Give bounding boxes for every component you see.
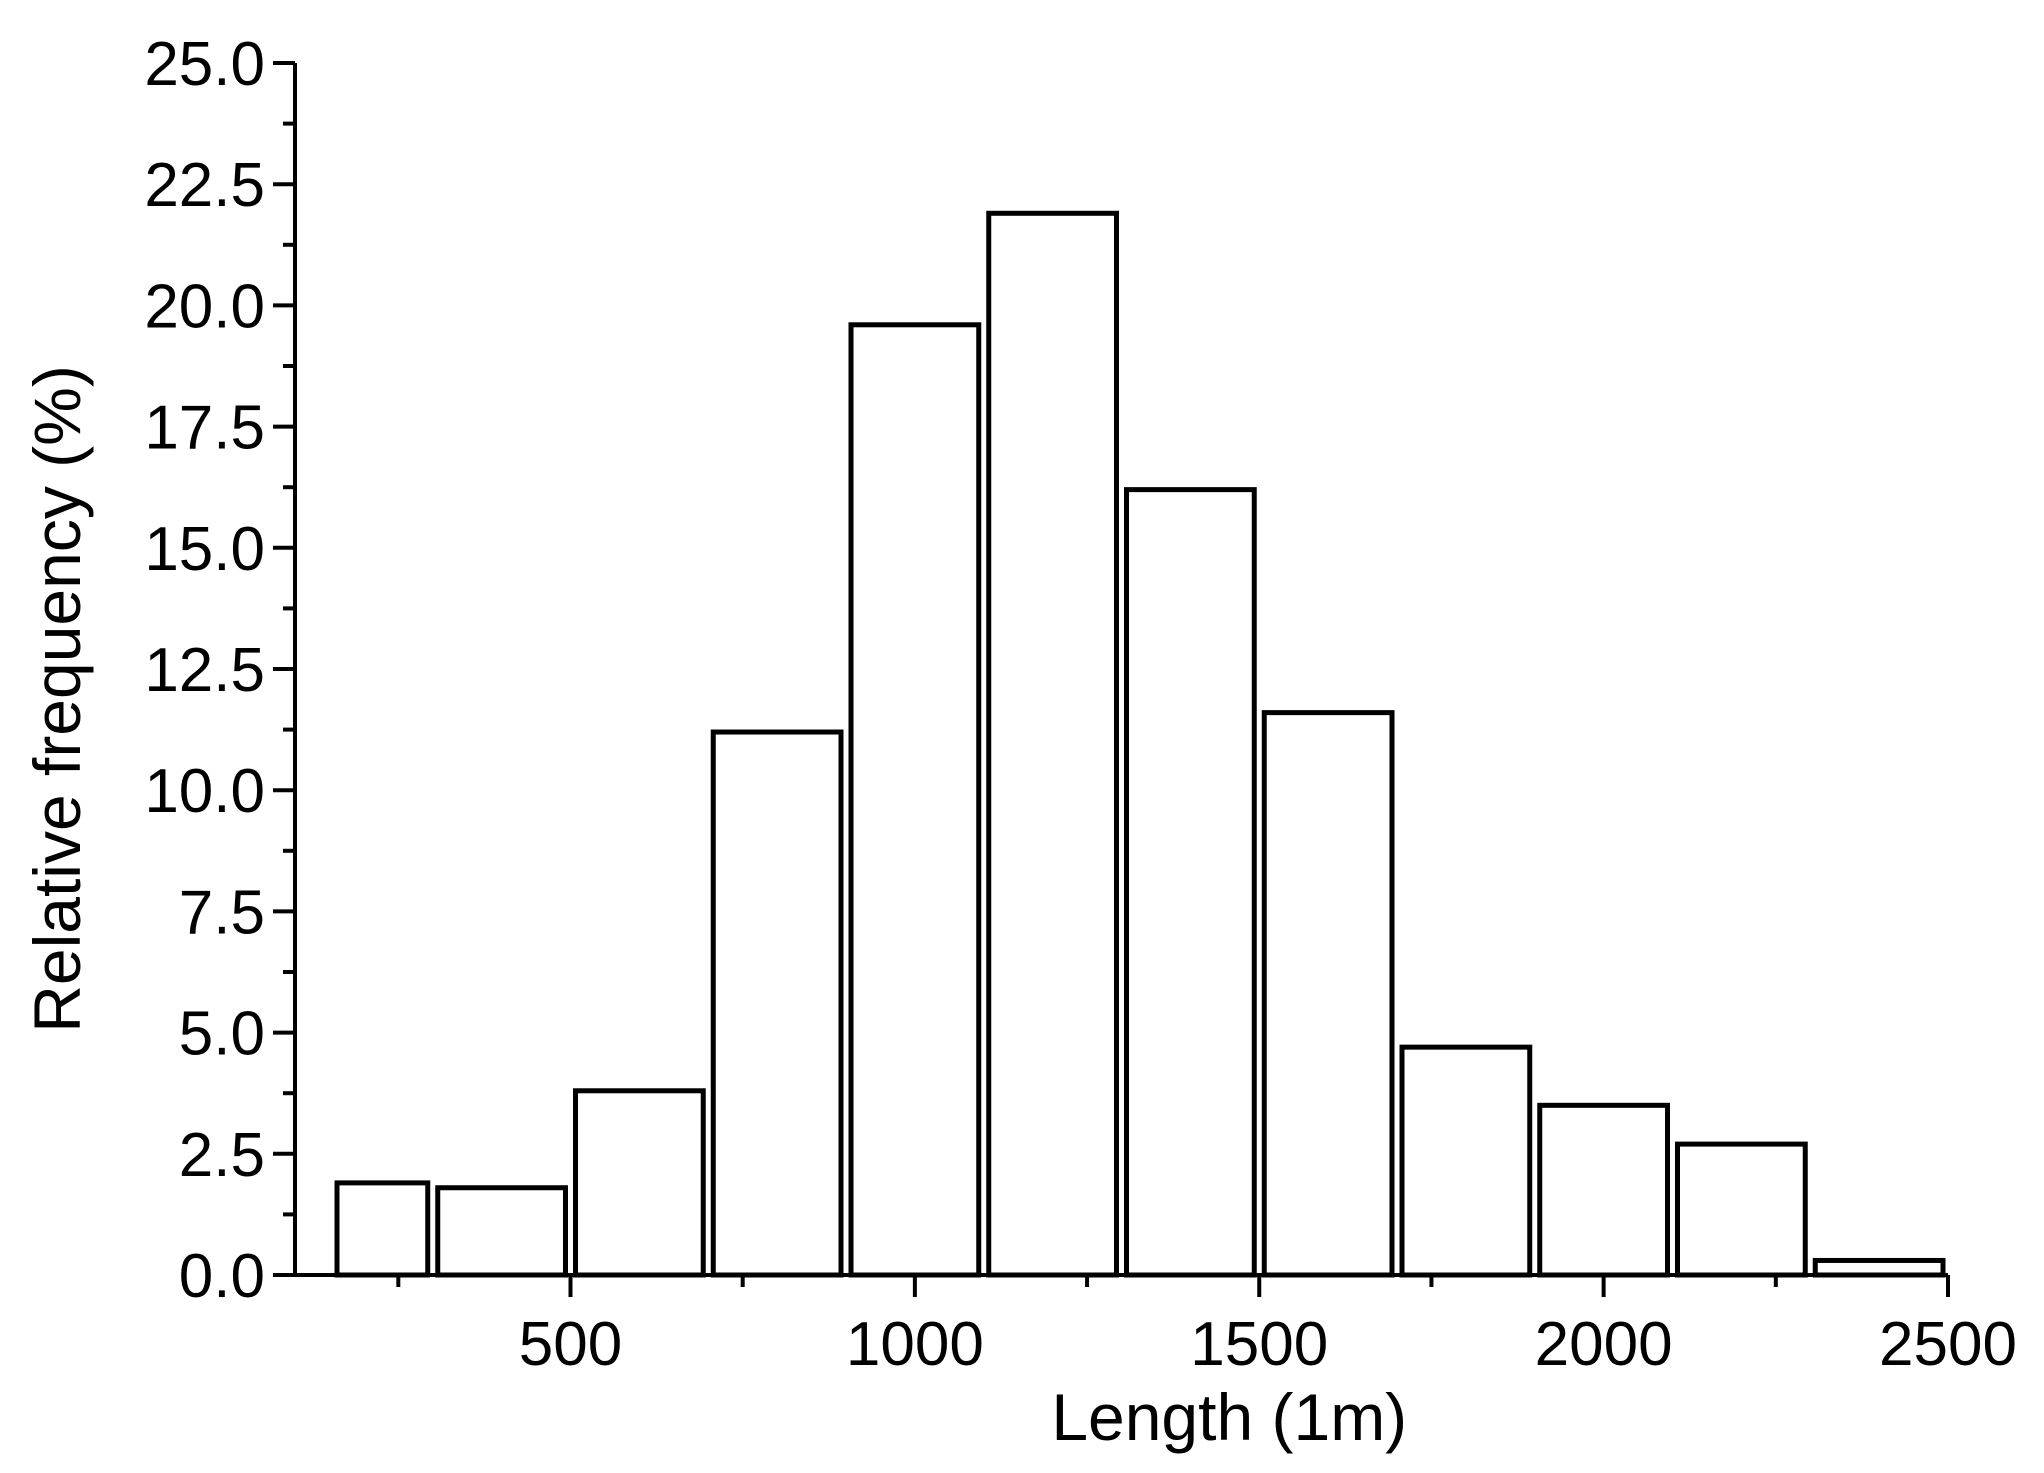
ticks-group bbox=[273, 61, 1950, 1297]
y-axis-title: Relative frequency (%) bbox=[20, 365, 94, 1033]
y-tick-label: 5.0 bbox=[179, 1000, 265, 1069]
bar-2100-2300 bbox=[1675, 1141, 1808, 1278]
x-tick-label: 1500 bbox=[1190, 1310, 1328, 1379]
y-tick-label: 7.5 bbox=[179, 878, 265, 947]
x-tick-label: 500 bbox=[519, 1310, 622, 1379]
tick-labels-group: 0.0 2.5 5.0 7.5 10.0 12.5 15.0 17.5 20.0 22.5 25.0… bbox=[144, 30, 2017, 1379]
bar-700-900 bbox=[710, 729, 844, 1278]
bar-1700-1900 bbox=[1399, 1044, 1533, 1278]
bar-500-700 bbox=[573, 1088, 706, 1278]
y-tick-label: 25.0 bbox=[144, 30, 265, 99]
x-axis-title: Length (1m) bbox=[1051, 1380, 1407, 1454]
bar-900-1100 bbox=[848, 322, 982, 1278]
y-tick-label: 0.0 bbox=[179, 1242, 265, 1311]
bar-1300-1500 bbox=[1124, 487, 1257, 1278]
bar-100-300 bbox=[334, 1180, 431, 1278]
y-tick-label: 22.5 bbox=[144, 151, 265, 220]
bar-2300-2500 bbox=[1812, 1257, 1946, 1278]
y-tick-label: 17.5 bbox=[144, 394, 265, 463]
y-tick-label: 10.0 bbox=[144, 757, 265, 826]
y-tick-label: 2.5 bbox=[179, 1121, 265, 1190]
bar-1500-1700 bbox=[1261, 710, 1395, 1278]
bars-group bbox=[334, 210, 1946, 1278]
y-tick-label: 12.5 bbox=[144, 636, 265, 705]
x-tick-label: 2000 bbox=[1535, 1310, 1673, 1379]
y-tick-label: 20.0 bbox=[144, 272, 265, 341]
bar-300-500 bbox=[435, 1185, 568, 1278]
axes-group bbox=[293, 63, 1948, 1277]
bar-1100-1300 bbox=[986, 210, 1119, 1278]
bar-1900-2100 bbox=[1537, 1102, 1670, 1278]
y-tick-label: 15.0 bbox=[144, 515, 265, 584]
x-tick-label: 2500 bbox=[1879, 1310, 2017, 1379]
x-tick-label: 1000 bbox=[846, 1310, 984, 1379]
